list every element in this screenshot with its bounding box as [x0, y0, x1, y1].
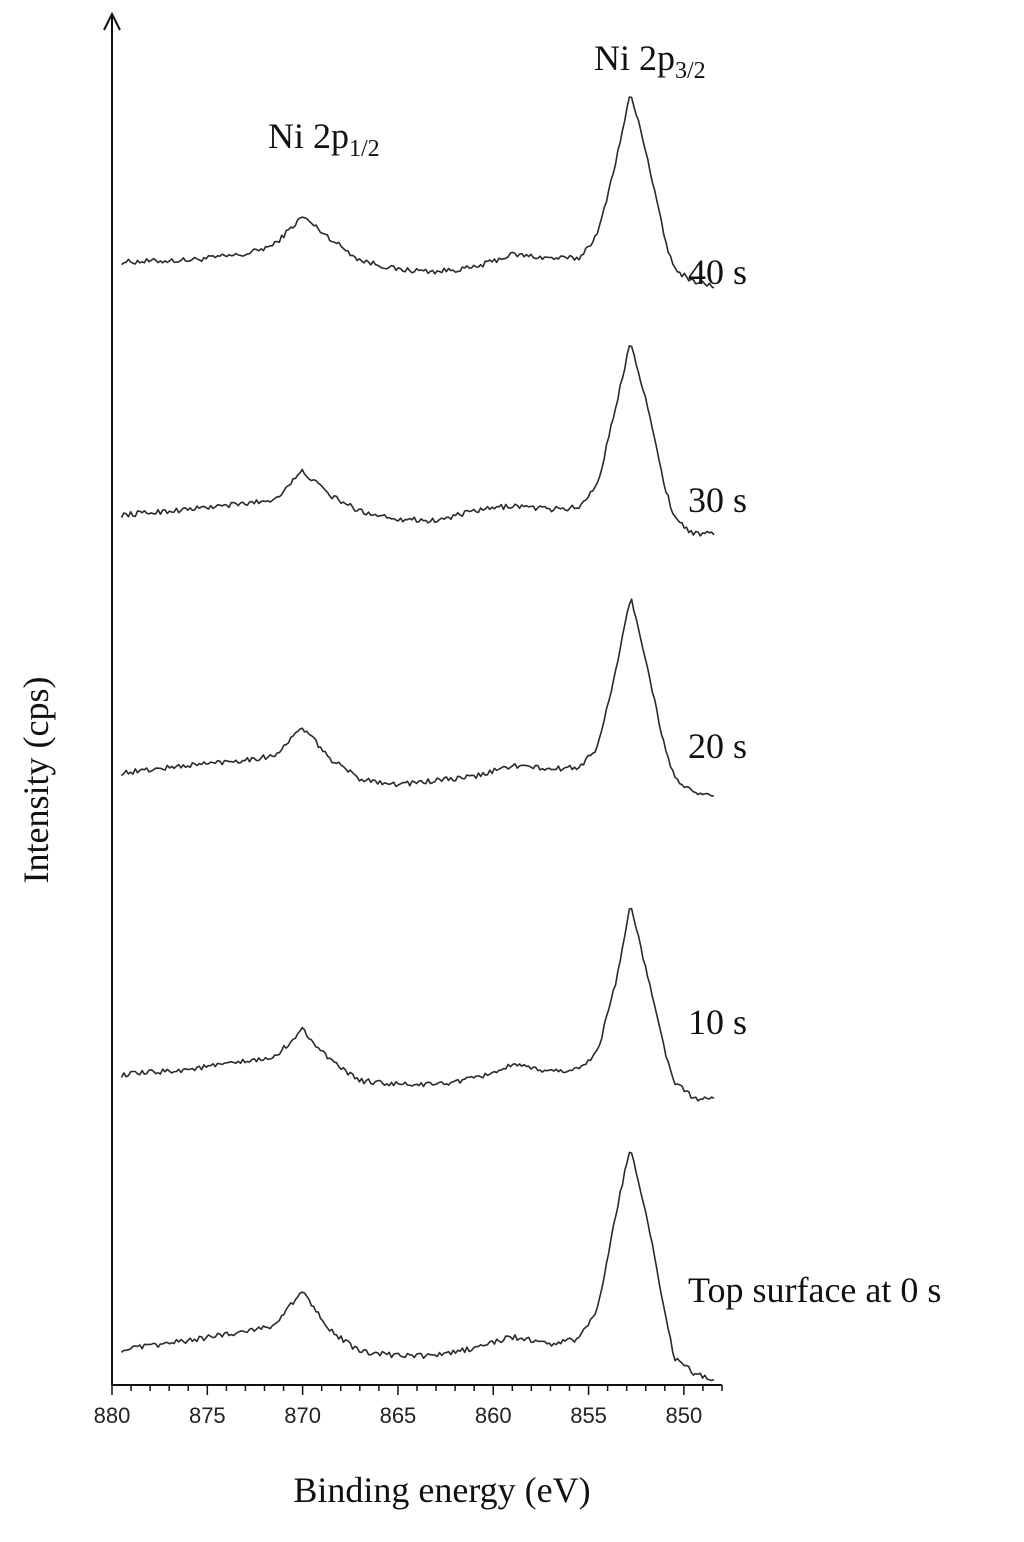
series-label-20s: 20 s	[688, 726, 747, 766]
peak-label-ni2p-3-2: Ni 2p3/2	[594, 38, 706, 84]
x-tick-label: 855	[570, 1403, 607, 1428]
peak-label-ni2p-3-2-sub: 3/2	[675, 58, 706, 84]
peak-label-ni2p-3-2-base: Ni 2p	[594, 38, 675, 78]
peak-label-ni2p-1-2-sub: 1/2	[349, 136, 380, 162]
spectrum-line-1	[121, 96, 715, 289]
spectrum-line-2	[120, 345, 715, 537]
x-axis-ticks: 880 875 870 865 860 855 850	[94, 1385, 723, 1428]
x-tick-label: 860	[475, 1403, 512, 1428]
series-label-30s: 30 s	[688, 480, 747, 520]
spectra	[120, 96, 715, 1382]
labels: Ni 2p1/2 Ni 2p3/2 40 s 30 s 20 s 10 s To…	[16, 38, 941, 1510]
x-axis-title: Binding energy (eV)	[293, 1470, 590, 1510]
y-axis-arrowhead	[103, 11, 121, 31]
peak-label-ni2p-1-2: Ni 2p1/2	[268, 116, 380, 162]
x-tick-label: 880	[94, 1403, 131, 1428]
axes	[103, 11, 722, 1386]
x-tick-label: 875	[189, 1403, 226, 1428]
spectrum-line-5	[120, 1151, 715, 1382]
y-axis-title: Intensity (cps)	[16, 677, 56, 884]
series-label-40s: 40 s	[688, 252, 747, 292]
x-tick-label: 870	[284, 1403, 321, 1428]
series-label-0s: Top surface at 0 s	[688, 1270, 941, 1310]
series-label-10s: 10 s	[688, 1002, 747, 1042]
peak-label-ni2p-1-2-base: Ni 2p	[268, 116, 349, 156]
x-tick-label: 865	[380, 1403, 417, 1428]
x-tick-label: 850	[666, 1403, 703, 1428]
spectrum-line-4	[120, 907, 715, 1102]
spectrum-line-3	[120, 598, 715, 797]
